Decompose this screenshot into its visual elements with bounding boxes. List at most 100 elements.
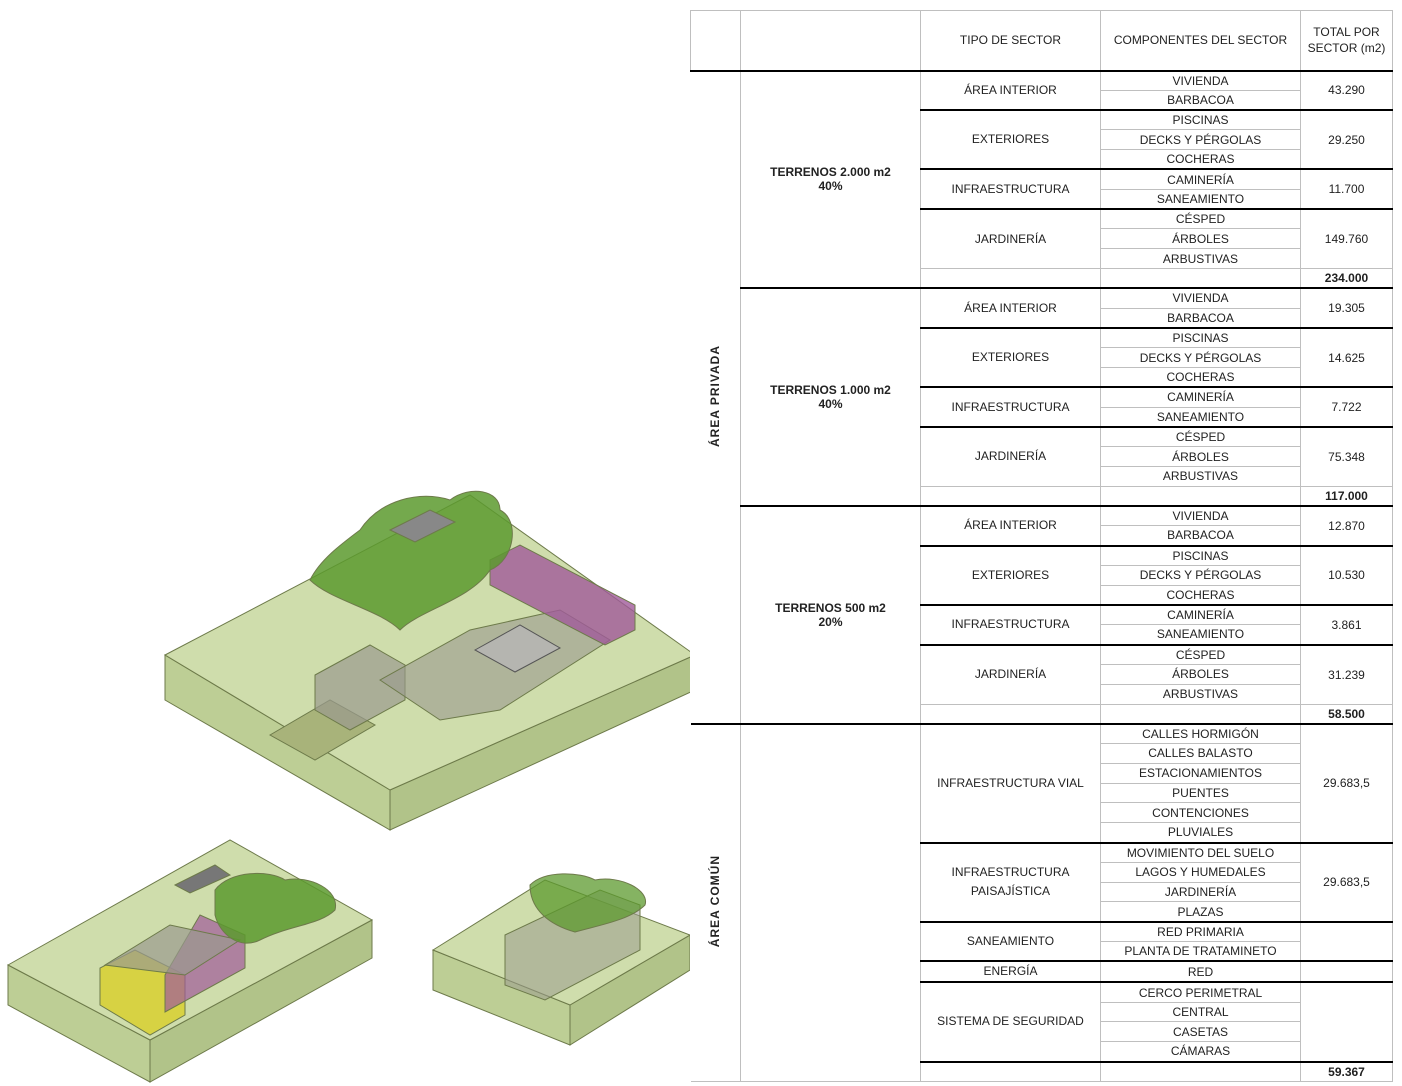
sector-total: 29.250	[1300, 109, 1393, 170]
component: CÉSPED	[1100, 425, 1301, 448]
header-cell: COMPONENTES DEL SECTOR	[1100, 10, 1301, 71]
table-row: ÁREA COMÚN INFRAESTRUCTURA VIAL CALLES HOR…	[690, 722, 1393, 1082]
small-plot-right	[431, 873, 690, 1046]
terrain-cell: TERRENOS 1.000 m2 40%	[740, 287, 921, 507]
table-row: INFRAESTRUCTURA CAMINERÍA 11.700	[691, 168, 1393, 210]
component: DECKS Y PÉRGOLAS	[1100, 129, 1301, 151]
component: VIVIENDA	[1100, 505, 1301, 527]
sector-type: JARDINERÍA	[920, 643, 1101, 705]
component: BARBACOA	[1100, 525, 1301, 547]
table-row: CONTENCIONES	[691, 802, 1393, 824]
component: PISCINAS	[1100, 109, 1301, 131]
sector-total: 11.700	[1300, 168, 1393, 210]
component: DECKS Y PÉRGOLAS	[1100, 564, 1301, 586]
empty-cell	[740, 10, 921, 71]
component: COCHERAS	[1100, 584, 1301, 606]
component: PLANTA DE TRATAMINETO	[1100, 941, 1301, 962]
component: COCHERAS	[1100, 149, 1301, 170]
empty-cell	[920, 1060, 1101, 1082]
sector-total: 14.625	[1300, 326, 1393, 388]
component: SANEAMIENTO	[1100, 188, 1301, 210]
empty-cell	[1300, 960, 1393, 983]
sector-type: INFRAESTRUCTURA	[920, 168, 1101, 210]
terrain-share: 20%	[818, 614, 843, 629]
table-row: TERRENOS 1.000 m2 40% ÁREA INTERIOR VIVIEND…	[691, 287, 1393, 507]
sector-total: 149.760	[1300, 208, 1393, 269]
component: SANEAMIENTO	[1100, 624, 1301, 646]
component: ARBUSTIVAS	[1100, 683, 1301, 705]
component: COCHERAS	[1100, 366, 1301, 388]
component: ÁRBOLES	[1100, 228, 1301, 250]
component: ESTACIONAMIENTOS	[1100, 762, 1301, 784]
sector-type: SANEAMIENTO	[920, 920, 1101, 962]
sector-type: INFRAESTRUCTURA	[920, 604, 1101, 646]
component: CAMINERÍA	[1100, 168, 1301, 190]
table-row: EXTERIORES PISCINAS 10.530	[691, 544, 1393, 606]
section-cell: ÁREA PRIVADA	[690, 69, 741, 725]
table-row: ARBUSTIVAS	[691, 683, 1393, 705]
sector-type: INFRAESTRUCTURA VIAL	[920, 722, 1101, 844]
component: CALLES HORMIGÓN	[1100, 722, 1301, 745]
component: RED PRIMARIA	[1100, 920, 1301, 943]
table-row: COCHERAS	[691, 584, 1393, 606]
empty-cell	[1300, 981, 1393, 1063]
subtotal: 58.500	[1300, 703, 1393, 725]
header-cell: TIPO DE SECTOR	[920, 10, 1101, 71]
sector-type: JARDINERÍA	[920, 208, 1101, 269]
sector-type: ÁREA INTERIOR	[920, 505, 1101, 547]
sector-total: 3.861	[1300, 604, 1393, 646]
component: RED	[1100, 960, 1301, 983]
table-row: ARBUSTIVAS	[691, 465, 1393, 487]
empty-cell	[740, 722, 921, 1082]
pool	[473, 624, 562, 673]
component: PUENTES	[1100, 782, 1301, 804]
table-row: JARDINERÍA CÉSPED 75.348	[691, 425, 1393, 487]
section-label: ÁREA COMÚN	[708, 855, 723, 948]
table-row: SISTEMA DE SEGURIDAD CERCO PERIMETRAL	[691, 981, 1393, 1063]
table-row: COCHERAS	[691, 366, 1393, 388]
sector-total: 29.683,5	[1300, 722, 1393, 844]
component: CALLES BALASTO	[1100, 743, 1301, 764]
tree	[529, 873, 646, 933]
empty-cell	[1100, 703, 1301, 725]
sector-type: EXTERIORES	[920, 326, 1101, 388]
sector-total: 31.239	[1300, 643, 1393, 705]
terrain-share: 40%	[818, 397, 843, 412]
component: PISCINAS	[1100, 326, 1301, 349]
component: CÁMARAS	[1100, 1041, 1301, 1063]
section-total: 59.367	[1300, 1060, 1393, 1082]
component: BARBACOA	[1100, 307, 1301, 329]
component: SANEAMIENTO	[1100, 406, 1301, 428]
sector-table: TIPO DE SECTOR COMPONENTES DEL SECTOR TO…	[690, 10, 1393, 1082]
table-row: CALLES BALASTO	[691, 743, 1393, 764]
table-row: PLANTA DE TRATAMINETO	[691, 941, 1393, 962]
component: CERCO PERIMETRAL	[1100, 981, 1301, 1003]
isometric-illustrations	[6, 490, 690, 1083]
barbecue	[489, 544, 636, 646]
sector-type: INFRAESTRUCTURA PAISAJÍSTICA	[920, 841, 1101, 923]
table-row: DECKS Y PÉRGOLAS	[691, 129, 1393, 151]
empty-cell	[1100, 267, 1301, 289]
component: CASETAS	[1100, 1021, 1301, 1043]
section-label: ÁREA PRIVADA	[708, 344, 723, 447]
header-cell: TOTAL POR SECTOR (m2)	[1300, 10, 1393, 71]
table-row: ÁREA PRIVADA TERRENOS 2.000 m2 40% ÁREA INT…	[690, 69, 1393, 725]
house	[314, 644, 406, 731]
small-plot-left	[6, 839, 374, 1083]
table-row: EXTERIORES PISCINAS 14.625	[691, 326, 1393, 388]
component: JARDINERÍA	[1100, 881, 1301, 903]
sector-type: ÁREA INTERIOR	[920, 69, 1101, 111]
table-row: EXTERIORES PISCINAS 29.250	[691, 109, 1393, 170]
sector-type: ENERGÍA	[920, 960, 1101, 983]
component: PLUVIALES	[1100, 822, 1301, 844]
table-row: ÁRBOLES	[691, 663, 1393, 685]
terrain-label: TERRENOS 1.000 m2	[770, 383, 891, 398]
empty-cell	[1300, 920, 1393, 962]
table-row: ÁRBOLES	[691, 228, 1393, 250]
sector-total: 10.530	[1300, 544, 1393, 606]
table-row: TERRENOS 500 m2 20% ÁREA INTERIOR VIVIENDA 1…	[691, 505, 1393, 725]
sector-type: SISTEMA DE SEGURIDAD	[920, 981, 1101, 1063]
component: CONTENCIONES	[1100, 802, 1301, 824]
table-row: COCHERAS	[691, 149, 1393, 170]
